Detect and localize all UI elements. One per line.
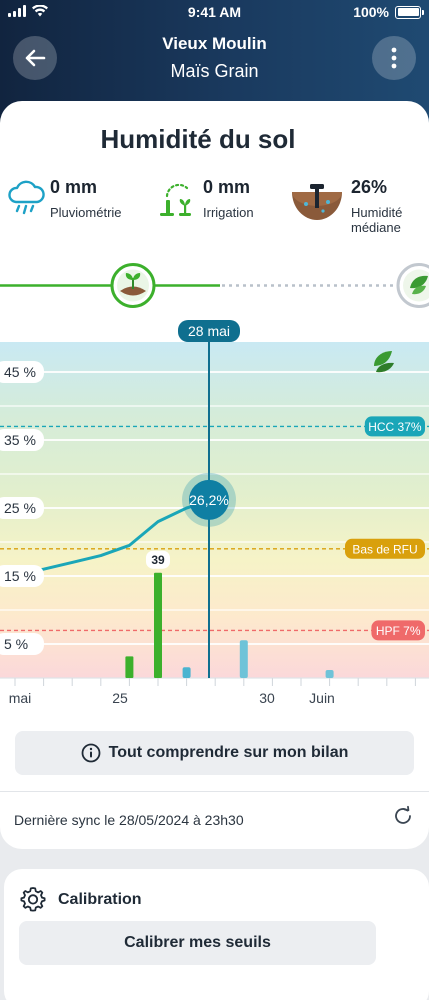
wifi-icon: [32, 5, 48, 17]
sprinkler-icon: [160, 183, 191, 216]
y-tick-bubble: [0, 565, 44, 587]
y-tick-label: 5 %: [4, 636, 28, 652]
y-tick-bubble: [0, 429, 44, 451]
y-tick-label: 45 %: [4, 364, 36, 380]
cursor-date-label: 28 mai: [188, 323, 230, 339]
threshold-badge: [364, 416, 425, 437]
gear-icon: [20, 887, 46, 912]
calibration-title: Calibration: [58, 891, 142, 908]
threshold-label: HCC 37%: [368, 420, 422, 434]
battery-percent: 100%: [353, 4, 389, 20]
y-tick-label: 35 %: [4, 432, 36, 448]
seedling-stage-icon[interactable]: [110, 263, 156, 308]
soil-probe-icon: [292, 184, 342, 220]
status-bar: 9:41 AM 100%: [0, 0, 429, 24]
arrow-left-icon: [25, 49, 46, 67]
calibrate-thresholds-button[interactable]: Calibrer mes seuils: [19, 921, 376, 965]
last-sync-text: Dernière sync le 28/05/2024 à 23h30: [14, 812, 244, 828]
rainfall-value: 0 mm: [50, 177, 98, 197]
threshold-badge: [345, 538, 425, 559]
rainfall-label: Pluviométrie: [50, 205, 122, 220]
rain-bar: [182, 667, 191, 678]
threshold-badge: [371, 620, 425, 641]
y-tick-bubble: [0, 497, 44, 519]
info-icon: [81, 743, 101, 763]
cursor-point[interactable]: [189, 479, 229, 520]
leaf-stage-icon[interactable]: [396, 263, 429, 308]
threshold-label: HPF 7%: [376, 624, 421, 638]
more-vertical-icon: [391, 47, 397, 69]
signal-wifi-group: [8, 5, 48, 17]
growth-stage-timeline: [0, 263, 429, 308]
page-title: Humidité du sol: [100, 124, 296, 154]
battery-group: 100%: [353, 4, 424, 20]
battery-icon: [395, 5, 424, 19]
x-tick-label: mai: [9, 690, 32, 706]
x-tick-label: 30: [259, 690, 275, 706]
back-button[interactable]: [13, 36, 57, 80]
rain-bar: [239, 640, 248, 678]
bar-label-bubble: [146, 550, 170, 569]
rain-cloud-icon: [8, 180, 45, 215]
median-humidity-value: 26%: [351, 177, 388, 197]
understand-report-button[interactable]: Tout comprendre sur mon bilan: [15, 731, 414, 775]
median-humidity-label-line1: Humidité: [351, 205, 403, 220]
y-tick-label: 25 %: [4, 500, 36, 516]
nav-title: Vieux Moulin: [162, 34, 267, 53]
cursor-date-badge: [178, 320, 240, 342]
bar-data-label: 39: [151, 553, 165, 567]
status-time: 9:41 AM: [187, 4, 242, 20]
irrigation-value: 0 mm: [203, 177, 251, 197]
x-tick-label: Juin: [309, 690, 335, 706]
y-tick-bubble: [0, 361, 44, 383]
leaf-logo-icon: [374, 351, 394, 373]
calibrate-thresholds-label: Calibrer mes seuils: [124, 934, 271, 951]
y-tick-bubble: [0, 633, 44, 655]
more-options-button[interactable]: [372, 36, 416, 80]
irrigation-bar: [125, 656, 134, 678]
threshold-label: Bas de RFU: [352, 542, 417, 556]
y-tick-label: 15 %: [4, 568, 36, 584]
refresh-icon[interactable]: [392, 805, 414, 827]
nav-subtitle: Maïs Grain: [170, 61, 259, 81]
irrigation-label: Irrigation: [203, 205, 254, 220]
x-tick-label: 25: [112, 690, 128, 706]
irrigation-bar: [154, 572, 162, 678]
signal-icon: [8, 5, 26, 17]
understand-report-label: Tout comprendre sur mon bilan: [108, 744, 349, 761]
median-humidity-label-line2: médiane: [351, 220, 401, 235]
rain-bar: [325, 670, 334, 678]
soil-moisture-chart[interactable]: HCC 37% Bas de RFU HPF 7% 39 28 mai 26,2% 4…: [0, 316, 429, 716]
divider: [0, 791, 429, 792]
cursor-value-label: 26,2%: [189, 492, 229, 508]
humidity-line: [0, 498, 217, 578]
